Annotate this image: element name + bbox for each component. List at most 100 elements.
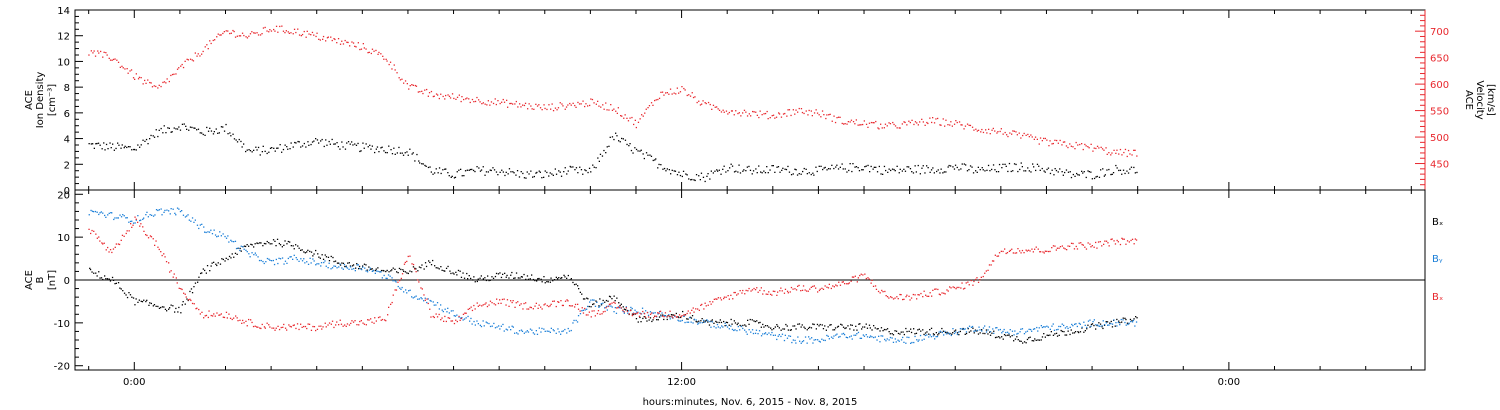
data-point [125, 217, 127, 219]
data-point [820, 165, 822, 167]
data-point [1070, 242, 1073, 244]
data-point [640, 313, 642, 315]
data-point [1064, 171, 1066, 174]
data-point [465, 98, 467, 100]
data-point [204, 315, 206, 317]
data-point [600, 303, 602, 305]
data-point [704, 180, 706, 183]
data-point [411, 263, 413, 265]
data-point [580, 169, 583, 171]
data-point [652, 312, 655, 314]
data-point [953, 332, 956, 335]
data-point [906, 166, 908, 168]
data-point [1115, 164, 1117, 167]
data-point [861, 169, 863, 171]
data-point [526, 330, 528, 332]
data-point [1125, 243, 1127, 245]
data-point [654, 99, 656, 102]
data-point [551, 103, 553, 105]
data-point [1110, 323, 1112, 325]
data-point [245, 150, 247, 153]
data-point [294, 141, 296, 144]
data-point [1026, 250, 1028, 252]
data-point [473, 320, 475, 323]
data-point [415, 295, 417, 297]
data-point [399, 79, 402, 81]
data-point [900, 339, 903, 341]
data-point [893, 168, 895, 171]
data-point [867, 277, 869, 279]
data-point [932, 335, 935, 337]
data-point [639, 312, 641, 314]
data-point [131, 226, 133, 228]
data-point [166, 310, 168, 312]
data-point [109, 142, 111, 144]
data-point [649, 317, 652, 319]
data-point [552, 110, 555, 112]
data-point [988, 264, 991, 266]
data-point [575, 167, 578, 169]
data-point [985, 270, 987, 272]
data-point [1090, 325, 1092, 327]
data-point [461, 175, 463, 177]
data-point [375, 320, 377, 322]
data-point [222, 233, 224, 235]
data-point [153, 136, 156, 138]
data-point [197, 281, 199, 283]
data-point [368, 269, 371, 271]
data-point [748, 165, 750, 168]
data-point [955, 120, 957, 122]
data-point [495, 272, 498, 275]
data-point [484, 174, 486, 176]
data-point [991, 332, 993, 334]
velocity-axis-label-line2: Velocity [1474, 80, 1485, 119]
data-point [196, 55, 198, 57]
data-point [185, 125, 187, 127]
data-point [855, 119, 857, 121]
data-point [146, 299, 148, 301]
data-point [753, 111, 755, 113]
data-point [752, 170, 755, 172]
data-point [440, 172, 442, 175]
data-point [396, 152, 398, 154]
data-point [1009, 329, 1011, 331]
data-point [194, 219, 196, 221]
data-point [486, 104, 488, 106]
data-point [635, 318, 638, 320]
data-point [759, 289, 761, 292]
data-point [660, 314, 662, 316]
data-point [1013, 130, 1015, 132]
data-point [552, 280, 554, 282]
data-point [457, 269, 460, 272]
data-point [339, 319, 341, 321]
data-point [608, 295, 611, 297]
data-point [310, 143, 312, 146]
data-point [746, 166, 748, 168]
data-point [777, 335, 779, 337]
data-point [700, 320, 702, 322]
data-point [560, 175, 563, 177]
data-point [309, 257, 311, 259]
data-point [462, 272, 464, 274]
data-point [886, 296, 889, 298]
data-point [986, 132, 988, 134]
data-point [873, 166, 875, 168]
data-point [393, 147, 395, 149]
data-point [146, 234, 148, 237]
data-point [208, 231, 211, 233]
data-point [204, 269, 206, 272]
data-point [358, 267, 361, 270]
data-point [761, 172, 763, 174]
data-point [246, 37, 249, 39]
data-point [1025, 331, 1027, 333]
data-point [225, 123, 227, 126]
data-point [305, 36, 307, 38]
data-point [125, 232, 127, 235]
data-point [292, 258, 294, 260]
data-point [726, 326, 729, 328]
data-point [663, 167, 666, 170]
data-point [336, 321, 338, 323]
data-point [277, 147, 279, 149]
data-point [201, 311, 203, 313]
data-point [1038, 165, 1040, 167]
